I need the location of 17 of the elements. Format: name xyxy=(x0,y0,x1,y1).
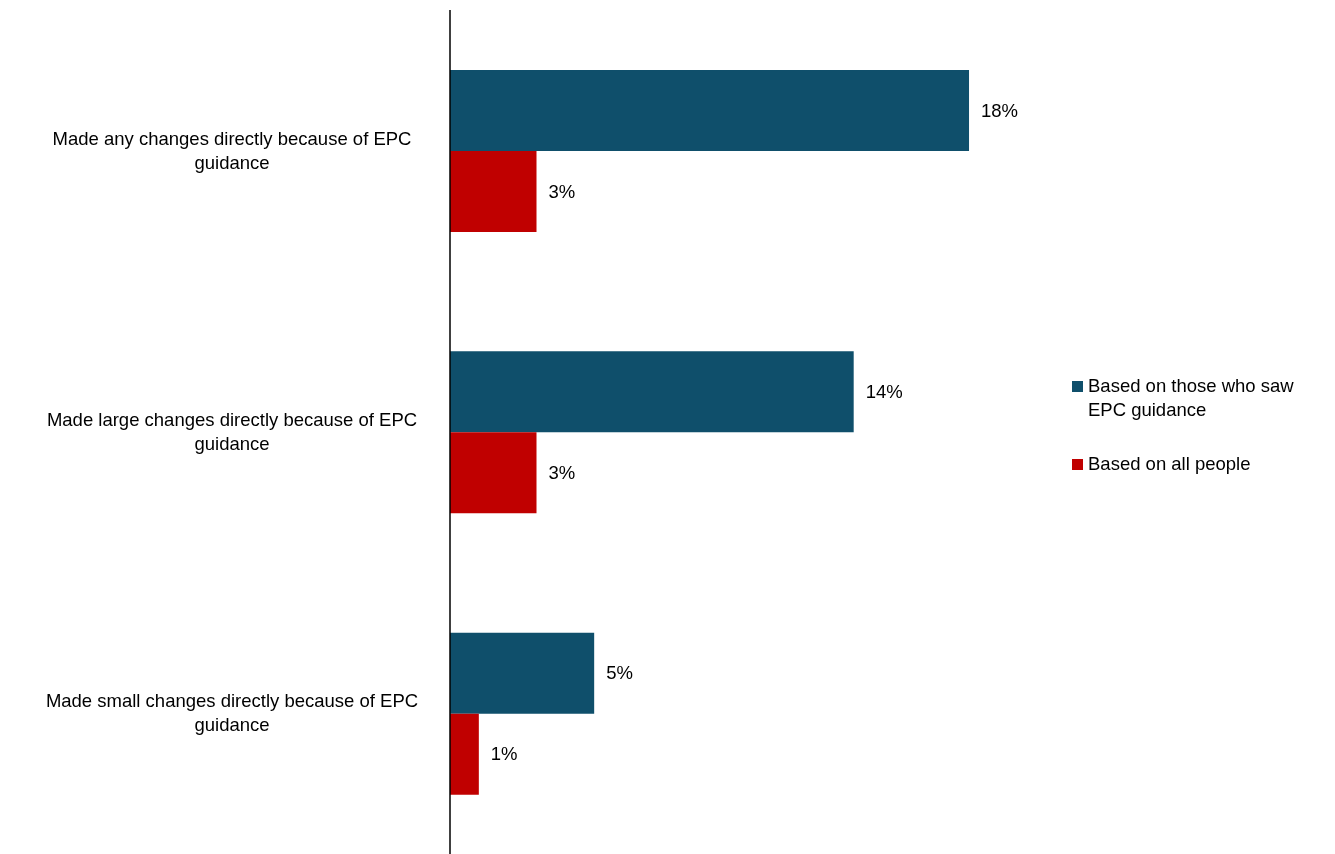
y-tick-label: Made any changes directly because of EPC guidance xyxy=(52,127,412,173)
data-label: 14% xyxy=(865,380,903,402)
bar xyxy=(450,70,970,151)
bar xyxy=(450,432,537,514)
legend-label: Based on all people xyxy=(1088,452,1251,476)
data-label: 18% xyxy=(981,99,1019,121)
data-label: 3% xyxy=(548,461,576,483)
y-tick-label: Made small changes directly because of EPC guidance xyxy=(45,690,419,736)
legend-label: Based on those who saw EPC guidance xyxy=(1088,374,1295,422)
data-label: 3% xyxy=(548,180,576,202)
y-tick-label: Made large changes directly because of EPC guidance xyxy=(46,409,418,454)
data-label: 5% xyxy=(606,662,633,684)
bar xyxy=(450,632,595,714)
bar xyxy=(450,713,479,795)
data-label: 1% xyxy=(490,743,518,765)
bar xyxy=(450,351,854,433)
bar xyxy=(450,151,537,232)
